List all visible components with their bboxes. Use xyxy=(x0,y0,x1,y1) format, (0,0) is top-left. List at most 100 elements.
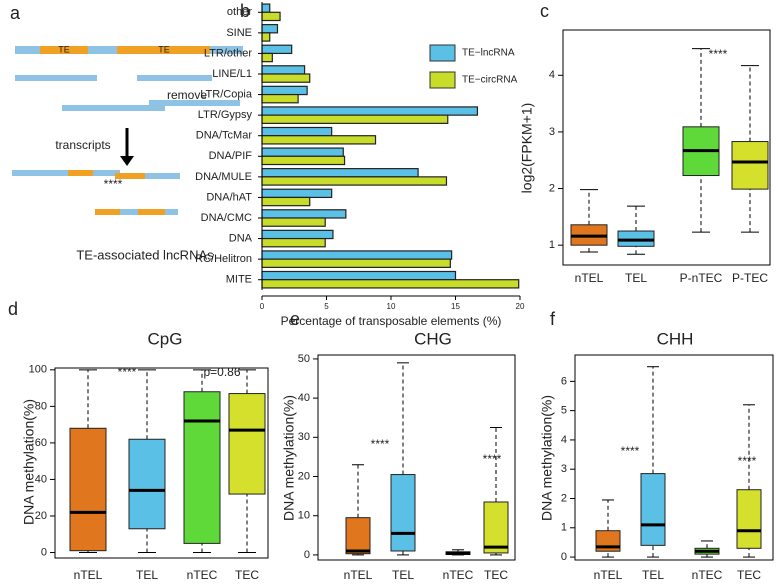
bar xyxy=(261,52,273,63)
x-tick-label: TEC xyxy=(737,568,761,582)
box xyxy=(128,438,166,530)
bar xyxy=(261,11,281,22)
legend-swatch xyxy=(429,44,456,62)
panel-c: c log2(FPKM+1) 1 2 3 4 nTEL TEL P-nTEC P-TEC **** *… xyxy=(104,1,771,285)
panel-f: f CHH DNA methylation(%) 0 1 2 3 4 5 6 nTEL TEL nTEC… xyxy=(539,309,774,582)
y-tick-label: 5 xyxy=(561,405,567,417)
y-tick-label: 20 xyxy=(298,470,310,482)
bar xyxy=(261,168,419,178)
te-segment xyxy=(115,173,145,179)
bar xyxy=(261,93,299,104)
y-tick-label: 2 xyxy=(549,182,555,194)
plot-frame xyxy=(54,367,269,559)
bar xyxy=(261,3,271,13)
panel-label: c xyxy=(540,1,549,21)
x-tick-label: 15 xyxy=(451,302,460,311)
legend-label: TE−circRNA xyxy=(462,75,518,86)
bar xyxy=(261,270,457,281)
y-tick-label: 100 xyxy=(29,364,47,376)
x-tick-label: nTEL xyxy=(344,568,373,582)
bar xyxy=(261,229,334,240)
box xyxy=(228,393,266,495)
annotation: **** xyxy=(621,444,640,458)
panel-d: d CpG DNA methylation(%) 0 20 40 60 80 100 nTEL TE… xyxy=(8,299,269,582)
y-axis-label: DNA methylation(%) xyxy=(539,395,555,521)
bar xyxy=(261,279,520,289)
x-tick-label: nTEL xyxy=(575,271,604,285)
bar xyxy=(261,135,377,145)
bar xyxy=(261,126,333,137)
y-tick-label: LTR/Copia xyxy=(200,88,253,100)
y-tick-label: 2 xyxy=(561,492,567,504)
y-tick-label: 1 xyxy=(549,239,555,251)
bar xyxy=(261,217,326,227)
plot-frame xyxy=(574,354,774,561)
bar xyxy=(261,65,306,75)
y-tick-label: 40 xyxy=(35,473,47,485)
transcript-bar xyxy=(95,209,178,215)
te-segment xyxy=(95,209,120,215)
bar xyxy=(261,188,333,199)
bar xyxy=(261,147,344,157)
bar xyxy=(261,85,308,96)
panel-label: d xyxy=(8,299,18,319)
y-tick-label: DNA/TcMar xyxy=(196,130,253,142)
box xyxy=(69,427,107,552)
y-tick-label: other xyxy=(227,6,252,18)
bar xyxy=(261,250,453,260)
transcripts-label: transcripts xyxy=(55,138,110,152)
panel-label: a xyxy=(10,3,21,23)
y-tick-label: DNA xyxy=(229,232,253,244)
panel-a: a TE TE remove transcripts TE-associated… xyxy=(10,3,243,262)
x-tick-label: 20 xyxy=(516,302,525,311)
box xyxy=(640,473,666,546)
transcript-bar xyxy=(12,170,120,176)
bar xyxy=(261,32,271,42)
te-segment xyxy=(138,209,165,215)
x-tick-label: nTEL xyxy=(74,568,103,582)
annotation: **** xyxy=(371,437,390,451)
plot-frame xyxy=(562,29,771,266)
transcript-bar xyxy=(15,75,97,81)
y-tick-label: SINE xyxy=(226,27,252,39)
y-tick-label: 6 xyxy=(561,375,567,387)
x-tick-label: P-nTEC xyxy=(680,271,723,285)
y-tick-label: DNA/PIF xyxy=(209,150,253,162)
box xyxy=(736,489,762,549)
y-tick-label: 3 xyxy=(549,126,555,138)
legend-swatch xyxy=(429,71,456,89)
annotation: **** xyxy=(118,365,137,379)
y-tick-label: 3 xyxy=(561,463,567,475)
panel-label: f xyxy=(550,309,556,329)
annotation: **** xyxy=(483,452,502,466)
annotation: p=0.86 xyxy=(203,365,240,379)
panel-e: e CHG DNA methylation(%) 0 10 20 30 40 50 nTEL TEL… xyxy=(281,309,516,582)
caption: TE-associated lncRNAs xyxy=(76,247,214,262)
transcript-bar xyxy=(137,75,212,81)
bar xyxy=(261,44,293,55)
arrow-head xyxy=(120,156,134,166)
bar xyxy=(261,196,311,207)
y-tick-label: 0 xyxy=(561,551,567,563)
y-tick-label: LTR/Gypsy xyxy=(198,109,253,121)
transcript-bar xyxy=(149,100,240,106)
annotation: **** xyxy=(738,454,757,468)
box xyxy=(390,474,416,552)
legend-label: TE−lncRNA xyxy=(462,48,515,59)
x-tick-label: 0 xyxy=(260,302,265,311)
x-tick-label: nTEL xyxy=(594,568,623,582)
y-axis-label: DNA methylation(%) xyxy=(281,395,297,521)
y-tick-label: 60 xyxy=(35,437,47,449)
y-tick-label: 80 xyxy=(35,400,47,412)
y-tick-label: 50 xyxy=(298,353,310,365)
box xyxy=(345,517,371,555)
y-tick-label: 0 xyxy=(41,546,47,558)
y-tick-label: 10 xyxy=(298,510,310,522)
box xyxy=(731,141,769,190)
y-tick-label: 1 xyxy=(561,522,567,534)
y-tick-label: 0 xyxy=(304,549,310,561)
y-tick-label: 4 xyxy=(561,434,567,446)
x-tick-label: nTEC xyxy=(187,568,218,582)
chart-title: CHH xyxy=(657,329,694,348)
bar xyxy=(261,176,448,186)
